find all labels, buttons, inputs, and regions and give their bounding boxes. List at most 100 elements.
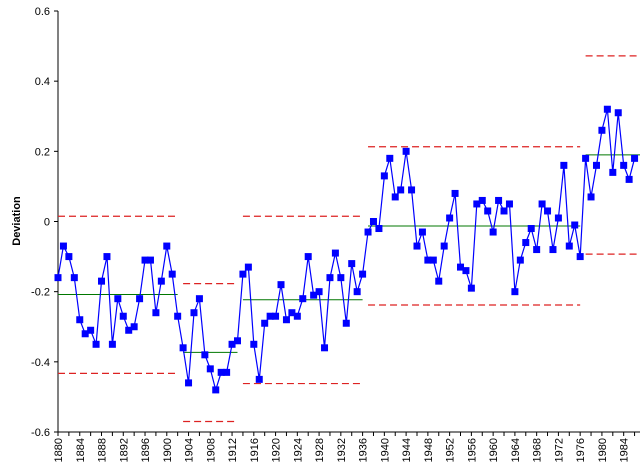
data-point (201, 351, 209, 359)
data-point (576, 253, 584, 261)
data-point (603, 105, 611, 113)
data-point (321, 344, 329, 352)
data-point (81, 330, 89, 338)
data-point (239, 270, 247, 278)
x-tick-label: 1912 (227, 438, 239, 462)
data-point (467, 284, 475, 292)
x-tick-label: 1880 (53, 438, 65, 462)
data-point (614, 109, 622, 117)
x-tick-label: 1976 (575, 438, 587, 462)
data-point (538, 200, 546, 208)
y-tick-label: 0.4 (35, 76, 50, 88)
data-point (54, 274, 62, 282)
data-point (429, 256, 437, 264)
data-point (353, 288, 361, 296)
x-tick-label: 1904 (184, 438, 196, 462)
x-tick-label: 1948 (423, 438, 435, 462)
data-point (141, 256, 149, 264)
x-tick-label: 1924 (292, 438, 304, 462)
data-point (418, 228, 426, 236)
data-point (397, 186, 405, 194)
x-tick-label: 1900 (162, 438, 174, 462)
data-point (299, 295, 307, 303)
data-point (446, 214, 454, 222)
x-tick-label: 1884 (75, 438, 87, 462)
data-point (511, 288, 519, 296)
data-point (255, 375, 263, 383)
data-point (484, 207, 492, 215)
data-point (587, 193, 595, 201)
data-point (527, 225, 535, 233)
data-point (369, 218, 377, 225)
x-tick-label: 1960 (488, 438, 500, 462)
x-tick-label: 1932 (336, 438, 348, 462)
data-point (114, 295, 122, 303)
data-point (310, 291, 318, 299)
data-point (130, 323, 138, 331)
data-point (119, 312, 127, 320)
data-point (544, 207, 552, 215)
y-tick-label: 0.6 (35, 6, 50, 18)
data-point (223, 368, 231, 376)
data-point (549, 246, 557, 254)
x-tick-label: 1980 (597, 438, 609, 462)
data-point (505, 200, 513, 208)
data-point (473, 200, 481, 208)
data-point (250, 340, 258, 348)
data-point (288, 309, 296, 317)
data-point (598, 126, 606, 134)
data-point (435, 277, 443, 285)
data-point (217, 368, 225, 376)
data-point (244, 263, 252, 271)
data-point (342, 319, 350, 327)
y-tick-label: 0 (44, 217, 50, 229)
data-point (206, 365, 214, 373)
data-point (185, 379, 193, 387)
x-tick-label: 1888 (97, 438, 109, 462)
data-point (87, 326, 95, 334)
x-tick-label: 1964 (510, 438, 522, 462)
data-point (174, 312, 182, 320)
x-tick-label: 1972 (553, 438, 565, 462)
data-point (489, 228, 497, 236)
data-point (500, 207, 508, 215)
data-point (190, 309, 198, 317)
data-point (522, 239, 530, 247)
data-point (125, 326, 133, 334)
x-tick-label: 1968 (532, 438, 544, 462)
data-point (516, 256, 524, 264)
data-point (620, 161, 628, 169)
x-tick-label: 1916 (249, 438, 261, 462)
x-tick-label: 1940 (379, 438, 391, 462)
data-point (168, 270, 176, 278)
data-point (315, 288, 323, 296)
y-tick-label: -0.4 (31, 357, 50, 369)
data-point (179, 344, 187, 352)
y-tick-label: -0.2 (31, 287, 50, 299)
data-point (108, 340, 116, 348)
data-point (272, 312, 280, 320)
x-tick-label: 1896 (140, 438, 152, 462)
data-point (375, 225, 383, 233)
x-tick-label: 1944 (401, 438, 413, 462)
x-tick-label: 1936 (358, 438, 370, 462)
data-point (152, 309, 160, 317)
data-point (348, 260, 356, 268)
data-point (571, 221, 579, 229)
data-point (261, 319, 269, 327)
data-point (451, 189, 459, 197)
data-point (495, 196, 503, 204)
data-point (65, 253, 73, 261)
data-point (609, 168, 617, 176)
x-tick-label: 1956 (466, 438, 478, 462)
data-point (625, 175, 633, 183)
data-point (408, 186, 416, 194)
data-point (462, 267, 470, 275)
data-point (228, 340, 236, 348)
data-point (554, 214, 562, 222)
x-tick-label: 1892 (118, 438, 130, 462)
data-point (331, 249, 339, 257)
x-tick-label: 1920 (271, 438, 283, 462)
